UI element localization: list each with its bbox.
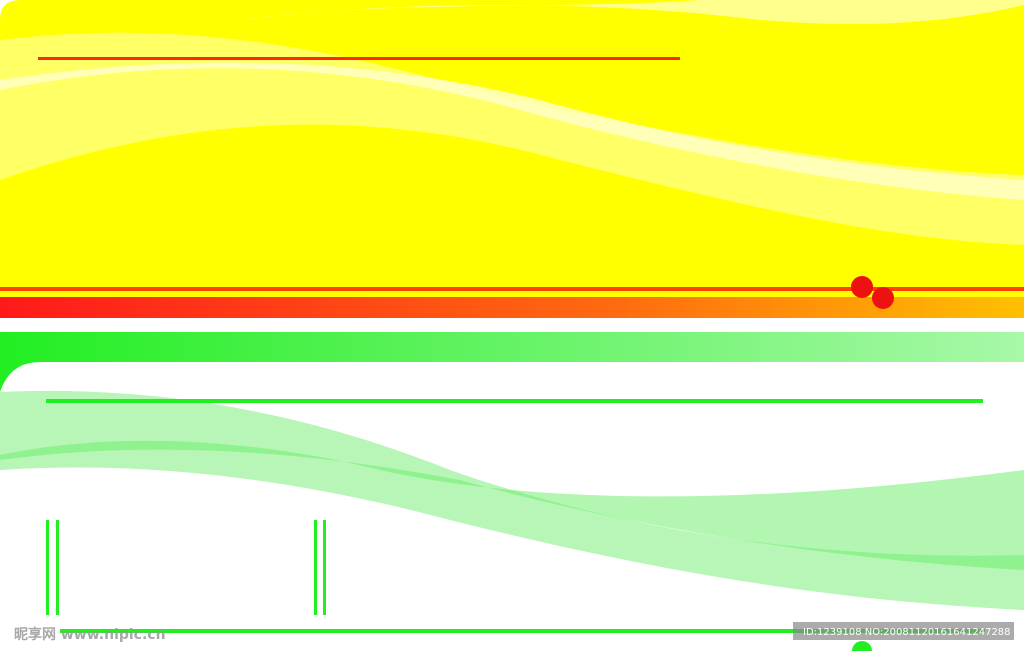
green-divider — [323, 520, 326, 615]
watermark-site: 昵享网 www.nipic.cn — [14, 626, 166, 643]
green-divider — [314, 520, 317, 615]
watermark-box — [793, 622, 1014, 640]
red-bar — [0, 297, 1024, 318]
red-rule — [38, 57, 680, 60]
green-dot — [852, 641, 872, 651]
green-divider — [56, 520, 59, 615]
green-divider — [46, 520, 49, 615]
red-dot — [851, 276, 873, 298]
green-panel — [0, 332, 1024, 651]
green-rule — [60, 629, 985, 633]
red-dot — [872, 287, 894, 309]
red-thin-bar — [0, 287, 1024, 291]
yellow-panel — [0, 0, 1024, 318]
green-rule — [46, 399, 983, 403]
watermark-id: ID:1239108 NO:20081120161641247288 — [803, 627, 1011, 638]
